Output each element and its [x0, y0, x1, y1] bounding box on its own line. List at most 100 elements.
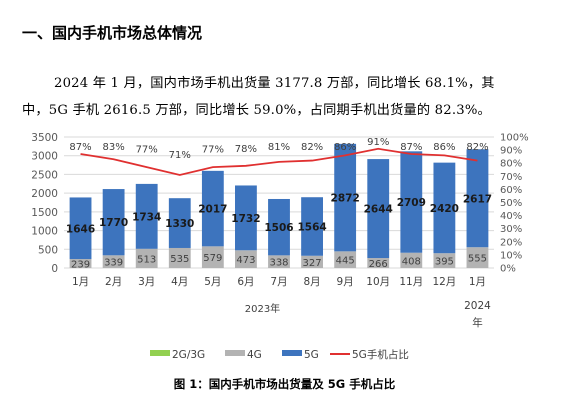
x-tick-label: 1月 [469, 276, 486, 288]
y-right-tick-label: 100% [500, 133, 529, 144]
y-left-tick-label: 2500 [31, 169, 58, 181]
bar-5g-value-label: 2420 [430, 203, 459, 215]
y-right-tick-label: 10% [500, 250, 522, 261]
legend-label: 5G手机占比 [352, 348, 409, 361]
legend-label: 5G [304, 349, 319, 361]
x-tick-label: 4月 [171, 276, 188, 288]
y-right-tick-label: 70% [500, 172, 522, 183]
y-right-tick-label: 0% [500, 264, 516, 275]
legend-swatch [150, 350, 170, 356]
bar-4g [334, 251, 357, 268]
chart-line: 87% 83% 77% 71% 77% 78% 81% 82% 86% 91% 87% 86% 82% [69, 137, 489, 176]
section-title: 一、国内手机市场总体情况 [22, 24, 203, 42]
bar-5g [268, 198, 290, 256]
bar-4g-value-label: 266 [369, 259, 388, 270]
bar-4g [201, 246, 224, 268]
bar-5g-value-label: 1506 [264, 222, 293, 234]
bar-5g-value-label: 1732 [231, 213, 260, 225]
bar-5g-value-label: 1770 [99, 217, 128, 229]
x-tick-label: 7月 [270, 276, 287, 288]
x-tick-label: 12月 [432, 276, 456, 288]
bar-4g [168, 247, 191, 268]
y-right-tick-label: 20% [500, 237, 522, 248]
y-left-tick-label: 500 [38, 244, 58, 256]
share-data-label: 83% [102, 142, 124, 153]
bar-4g-value-label: 338 [269, 258, 288, 269]
share-data-label: 78% [235, 144, 257, 155]
bar-4g [466, 247, 489, 268]
bar-5g-value-label: 2709 [397, 197, 426, 209]
bar-5g-value-label: 2872 [331, 193, 360, 205]
bar-4g [69, 259, 92, 268]
bar-4g-value-label: 473 [236, 255, 255, 266]
figure-caption: 图 1：国内手机市场出货量及 5G 手机占比 [173, 377, 396, 391]
bar-5g-value-label: 1646 [66, 223, 95, 235]
share-line [80, 147, 478, 176]
chart-legend: 2G/3G 4G 5G 5G手机占比 [150, 348, 409, 361]
y-right-tick-label: 40% [500, 211, 522, 222]
x-tick-label: 10月 [366, 276, 390, 288]
bar-5g-value-label: 2017 [198, 204, 227, 216]
bar-5g-value-label: 1734 [132, 211, 161, 223]
bar-4g-value-label: 327 [303, 258, 322, 269]
chart-axes: 0 500 1000 1500 2000 2500 3000 3500 0% 10% 20% 30% 4… [31, 132, 528, 329]
bar-5g-value-label: 2644 [364, 204, 393, 216]
x-year-label: 2024 [464, 300, 491, 312]
bar-5g-value-label: 1330 [165, 218, 194, 230]
x-tick-label: 6月 [237, 276, 254, 288]
bar-5g [367, 159, 390, 259]
legend-label: 4G [247, 349, 262, 361]
x-tick-label: 3月 [138, 276, 155, 288]
bar-5g [235, 185, 257, 251]
bar-4g [135, 248, 158, 268]
bar-4g [268, 255, 290, 268]
x-tick-label: 9月 [337, 276, 354, 288]
bar-5g [301, 197, 323, 256]
chart-bars: 239 1646 339 1770 513 1734 535 1330 579 2017 473 17… [66, 143, 492, 271]
bar-4g-value-label: 408 [402, 256, 421, 267]
x-tick-label: 1月 [72, 276, 89, 288]
share-data-label: 82% [466, 142, 488, 153]
bar-4g-value-label: 395 [435, 257, 454, 268]
bar-4g [433, 253, 456, 268]
bar-5g [102, 189, 125, 256]
legend-swatch [225, 350, 245, 356]
bar-5g-value-label: 1564 [297, 221, 326, 233]
share-data-label: 82% [301, 142, 323, 153]
bar-5g [135, 183, 158, 249]
y-left-tick-label: 3000 [31, 151, 58, 163]
bar-5g-value-label: 2617 [463, 193, 492, 205]
bar-4g-value-label: 445 [336, 256, 355, 267]
bar-4g [235, 250, 257, 268]
y-right-tick-label: 80% [500, 159, 522, 170]
bar-4g [102, 255, 125, 268]
share-data-label: 77% [202, 145, 224, 156]
summary-paragraph-line-2: 中，5G 手机 2616.5 万部，同比增长 59.0%，占同期手机出货量的 8… [22, 103, 491, 118]
share-data-label: 87% [400, 142, 422, 153]
summary-paragraph-line-1: 2024 年 1 月，国内市场手机出货量 3177.8 万部，同比增长 68.1… [54, 76, 495, 91]
bar-5g [334, 143, 357, 252]
y-right-tick-label: 60% [500, 185, 522, 196]
bar-4g [400, 252, 423, 268]
y-left-tick-label: 3500 [31, 132, 58, 144]
bar-5g [168, 198, 191, 248]
y-left-tick-label: 0 [51, 263, 58, 275]
shipment-chart: 239 1646 339 1770 513 1734 535 1330 579 2017 473 17… [31, 132, 528, 361]
bar-5g [400, 151, 423, 253]
x-tick-label: 5月 [204, 276, 221, 288]
y-left-tick-label: 1500 [31, 207, 58, 219]
x-tick-label: 8月 [303, 276, 320, 288]
x-year-label-suffix: 年 [472, 316, 483, 329]
x-tick-label: 2月 [105, 276, 122, 288]
bar-4g [367, 258, 390, 268]
y-left-tick-label: 2000 [31, 188, 58, 200]
bar-5g [466, 149, 489, 248]
legend-label: 2G/3G [172, 349, 205, 361]
y-right-tick-label: 30% [500, 224, 522, 235]
y-left-tick-label: 1000 [31, 226, 58, 238]
bar-4g-value-label: 513 [137, 254, 156, 265]
x-tick-label: 11月 [399, 276, 423, 288]
share-data-label: 86% [433, 142, 455, 153]
share-data-label: 87% [69, 142, 91, 153]
bar-4g-value-label: 579 [203, 253, 222, 264]
